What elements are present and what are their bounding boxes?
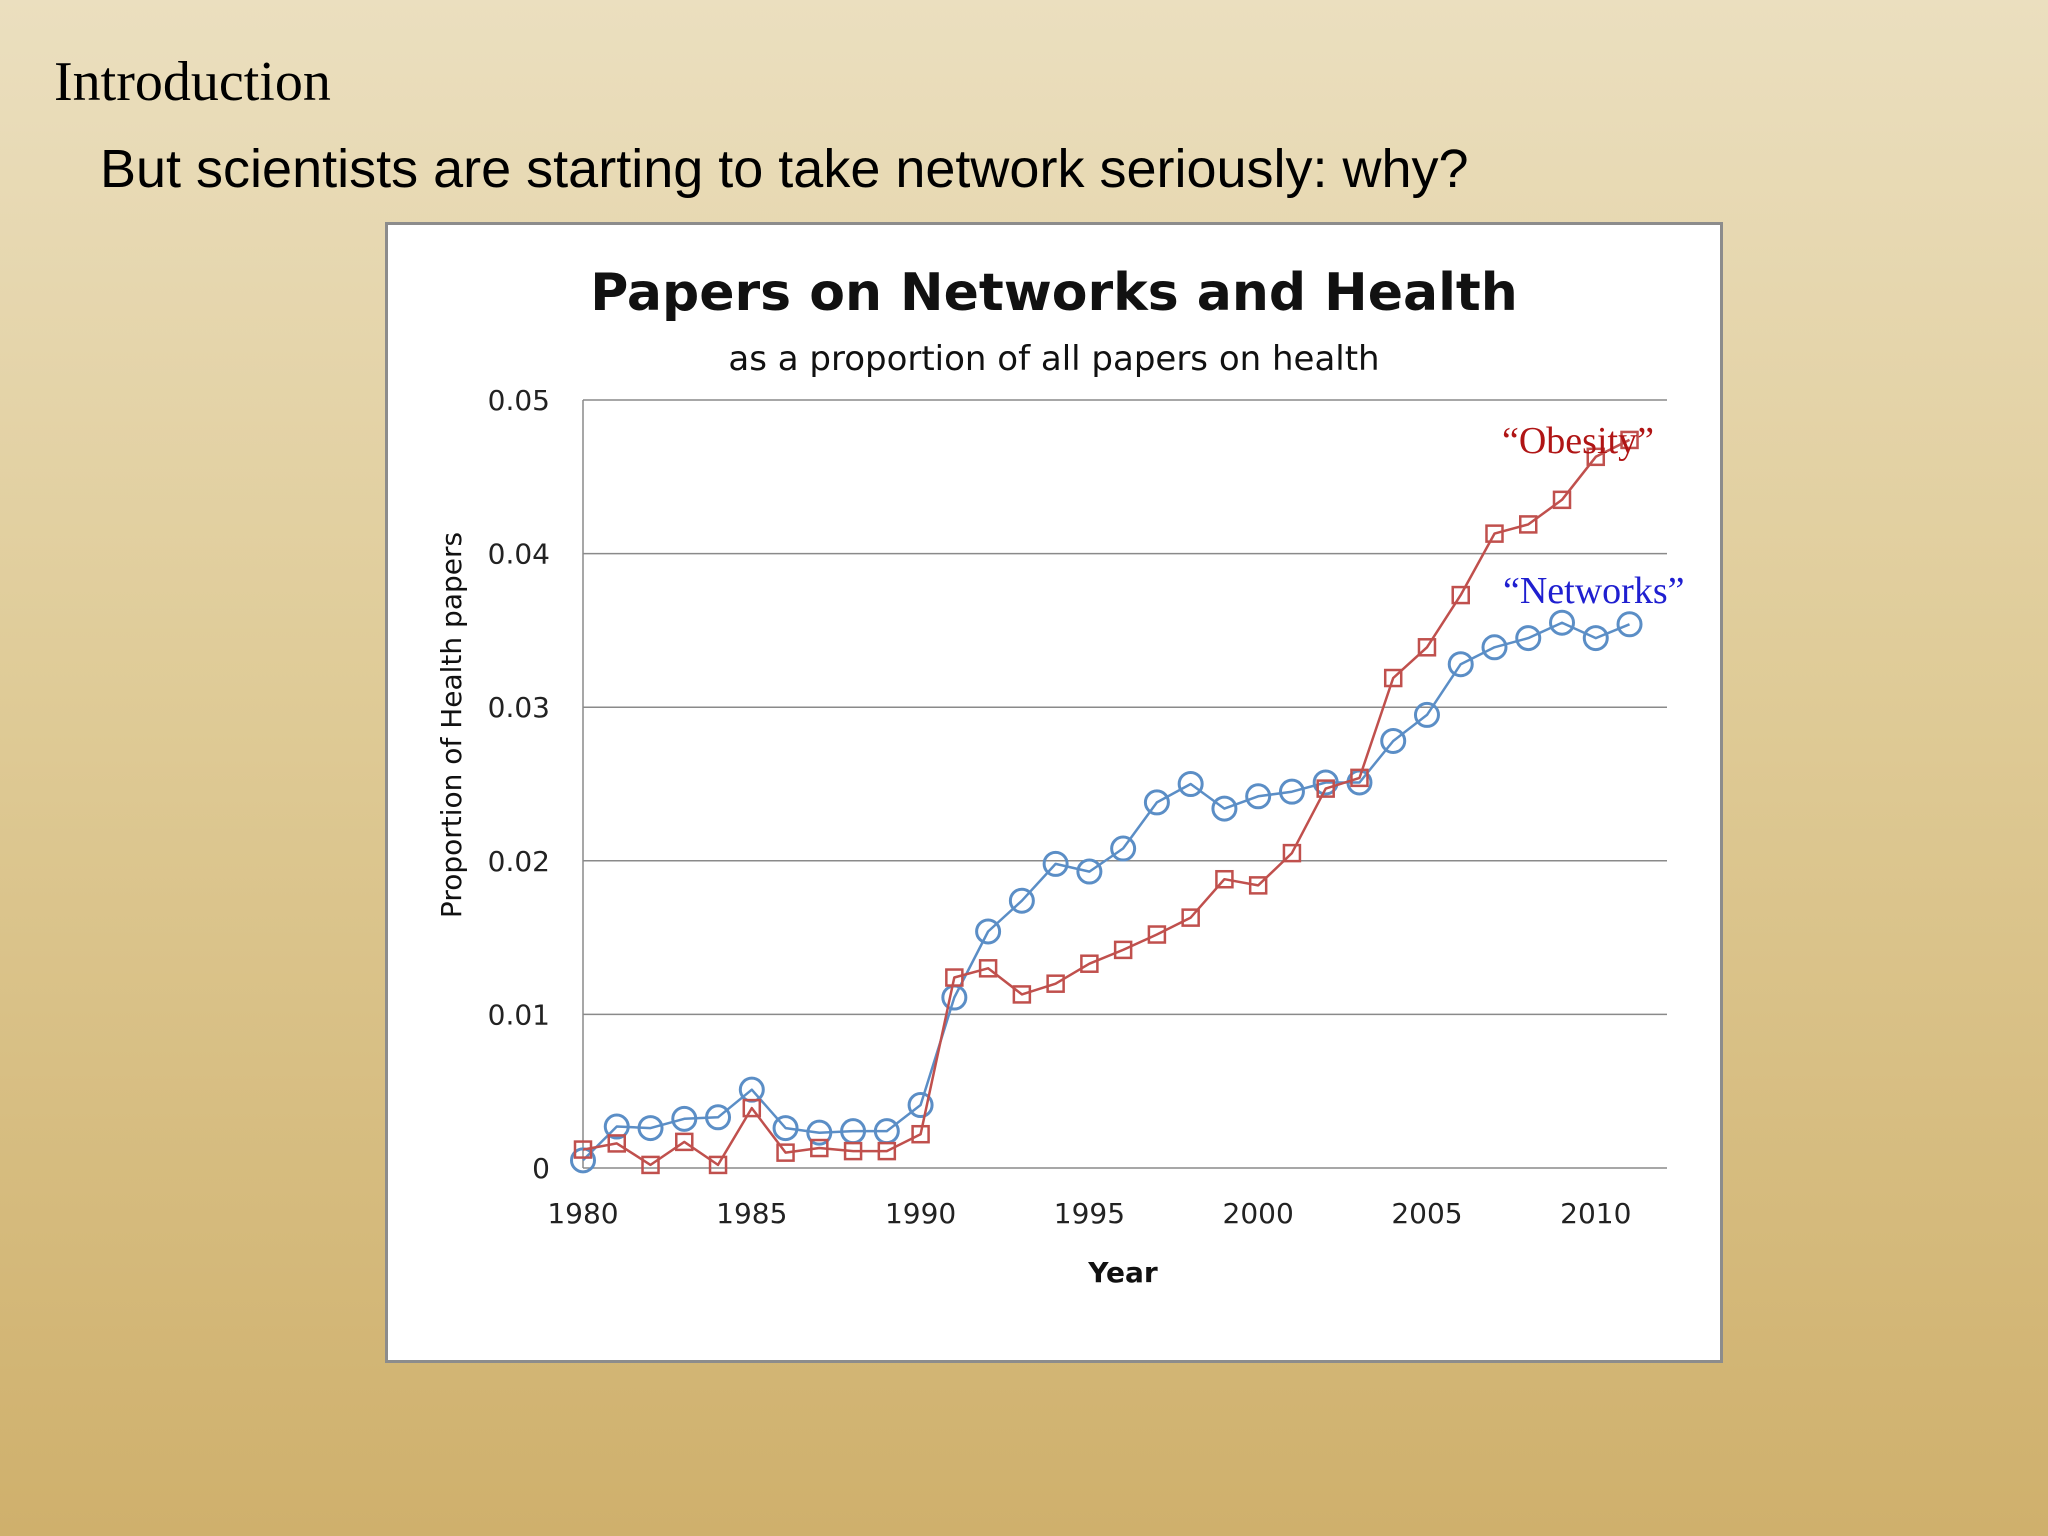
y-tick-label: 0 bbox=[532, 1152, 550, 1185]
series-label: “Networks” bbox=[1503, 570, 1684, 612]
y-tick-label: 0.03 bbox=[488, 691, 550, 724]
data-point bbox=[1046, 974, 1065, 993]
chart-panel: Papers on Networks and Health as a propo… bbox=[385, 222, 1723, 1363]
data-point bbox=[573, 1140, 593, 1159]
x-tick-label: 1995 bbox=[1054, 1197, 1125, 1230]
data-point bbox=[1248, 876, 1268, 895]
data-point bbox=[1113, 940, 1133, 960]
data-point bbox=[1481, 634, 1508, 661]
data-point bbox=[772, 1115, 799, 1142]
data-point bbox=[1110, 835, 1137, 862]
data-point bbox=[1076, 858, 1103, 885]
data-point bbox=[1383, 668, 1403, 688]
data-point bbox=[1177, 771, 1204, 797]
series-1 bbox=[573, 430, 1639, 1175]
data-point bbox=[1278, 778, 1305, 805]
data-point bbox=[1008, 887, 1035, 914]
data-point bbox=[1515, 625, 1542, 652]
data-point bbox=[810, 1138, 829, 1158]
data-point bbox=[641, 1155, 660, 1175]
data-point bbox=[1552, 490, 1572, 510]
data-point bbox=[907, 1092, 934, 1119]
data-point bbox=[978, 959, 998, 978]
series-line bbox=[582, 621, 1630, 1162]
y-tick-label: 0.02 bbox=[488, 845, 550, 878]
data-point bbox=[1350, 768, 1369, 788]
axes bbox=[582, 400, 1667, 1169]
data-point bbox=[945, 968, 964, 987]
data-point bbox=[975, 918, 1002, 945]
x-tick-label: 2010 bbox=[1560, 1197, 1631, 1230]
y-axis-title: Proportion of Health papers bbox=[435, 532, 468, 918]
x-tick-label: 2005 bbox=[1391, 1197, 1462, 1230]
data-point bbox=[1413, 701, 1440, 728]
data-point bbox=[1143, 789, 1170, 816]
data-point bbox=[1380, 727, 1407, 754]
data-point bbox=[1582, 625, 1609, 652]
data-point bbox=[1519, 515, 1538, 534]
x-tick-label: 2000 bbox=[1223, 1197, 1294, 1230]
y-tick-label: 0.04 bbox=[488, 538, 550, 571]
data-point bbox=[911, 1124, 930, 1144]
data-point bbox=[1616, 611, 1643, 638]
data-point bbox=[1181, 908, 1200, 927]
data-point bbox=[776, 1143, 795, 1162]
data-point bbox=[877, 1141, 897, 1161]
data-point bbox=[1451, 585, 1470, 605]
data-point bbox=[1312, 769, 1339, 796]
data-point bbox=[806, 1119, 833, 1146]
data-point bbox=[1316, 779, 1335, 798]
y-tick-label: 0.01 bbox=[488, 998, 550, 1031]
data-series bbox=[570, 430, 1643, 1175]
chart-subtitle: as a proportion of all papers on health bbox=[728, 339, 1379, 379]
data-point bbox=[1549, 609, 1576, 636]
series-label: “Obesity” bbox=[1502, 420, 1654, 462]
data-point bbox=[671, 1105, 698, 1132]
x-tick-label: 1990 bbox=[885, 1197, 956, 1230]
line-chart: Papers on Networks and Health as a propo… bbox=[435, 263, 1685, 1289]
y-tick-label: 0.05 bbox=[488, 384, 550, 417]
axis-labels: 0 0.01 0.02 0.03 0.04 0.05 1980 1985 1990 1995 200… bbox=[488, 384, 1685, 1230]
data-point bbox=[1215, 869, 1234, 889]
data-point bbox=[1080, 954, 1099, 973]
data-point bbox=[705, 1104, 732, 1131]
series-line bbox=[582, 438, 1631, 1167]
data-point bbox=[607, 1134, 627, 1153]
chart-title: Papers on Networks and Health bbox=[590, 263, 1518, 323]
data-point bbox=[1417, 638, 1437, 657]
data-point bbox=[1245, 783, 1272, 810]
grid-lines bbox=[583, 399, 1667, 1016]
data-point bbox=[1211, 795, 1238, 822]
data-point bbox=[708, 1155, 728, 1175]
data-point bbox=[742, 1098, 762, 1118]
series-0 bbox=[570, 609, 1643, 1174]
slide-subheading: But scientists are starting to take netw… bbox=[100, 139, 1469, 199]
data-point bbox=[1282, 843, 1302, 863]
data-point bbox=[1586, 447, 1606, 467]
data-point bbox=[603, 1113, 630, 1140]
data-point bbox=[1620, 430, 1639, 450]
data-point bbox=[637, 1115, 664, 1142]
x-tick-label: 1980 bbox=[547, 1197, 618, 1230]
data-point bbox=[1485, 524, 1504, 543]
slide-heading: Introduction bbox=[54, 51, 331, 113]
x-tick-label: 1985 bbox=[716, 1197, 787, 1230]
data-point bbox=[1042, 850, 1069, 877]
data-point bbox=[675, 1132, 694, 1152]
data-point bbox=[1147, 925, 1167, 944]
data-point bbox=[843, 1141, 863, 1161]
data-point bbox=[1012, 985, 1032, 1004]
x-axis-title: Year bbox=[1087, 1256, 1158, 1289]
data-point bbox=[1447, 651, 1474, 678]
